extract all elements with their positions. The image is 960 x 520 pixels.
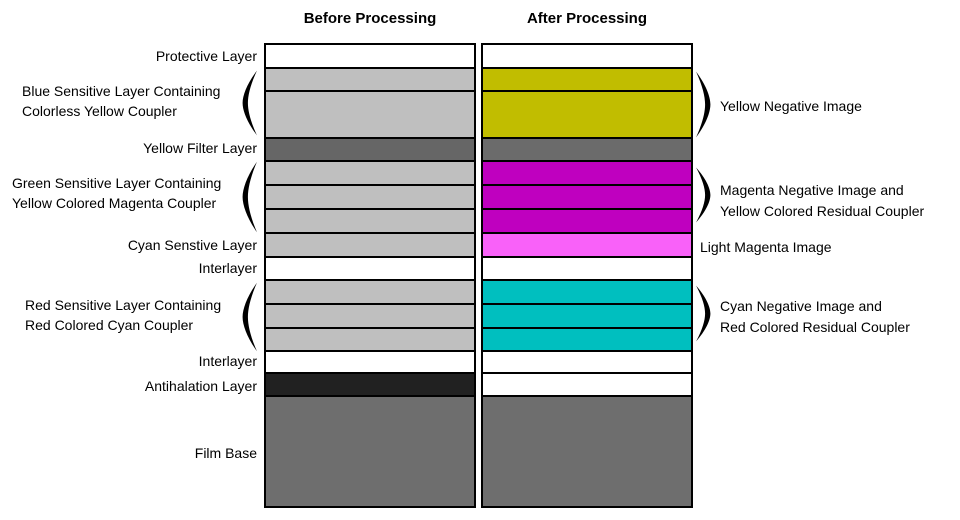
- layer-red-sensitive-b-before: [266, 303, 474, 327]
- layer-antihalation-after: [483, 372, 691, 395]
- layer-green-sensitive-c-before: [266, 208, 474, 232]
- layer-interlayer-2-after: [483, 350, 691, 372]
- before-column: [264, 43, 476, 508]
- annotation-cyan-negative-image: Cyan Negative Image and Red Colored Resi…: [720, 296, 910, 338]
- right-brace-cyan-icon: [695, 285, 712, 342]
- label-blue-sensitive-line1: Blue Sensitive Layer Containing: [22, 83, 221, 99]
- annotation-cyan-line2: Red Colored Residual Coupler: [720, 319, 910, 335]
- layer-cyan-sensitive-after: [483, 232, 691, 256]
- before-column-header: Before Processing: [303, 10, 437, 27]
- layer-green-sensitive-a-after: [483, 160, 691, 184]
- after-column-header: After Processing: [526, 10, 648, 27]
- annotation-magenta-line2: Yellow Colored Residual Coupler: [720, 203, 925, 219]
- layer-red-sensitive-a-after: [483, 279, 691, 303]
- layer-blue-sensitive-b-after: [483, 90, 691, 137]
- label-blue-sensitive-layer: Blue Sensitive Layer Containing Colorles…: [22, 81, 220, 121]
- label-protective-layer: Protective Layer: [155, 48, 257, 64]
- layer-cyan-sensitive-before: [266, 232, 474, 256]
- label-cyan-sensitive-layer: Cyan Senstive Layer: [127, 237, 257, 253]
- layer-green-sensitive-a-before: [266, 160, 474, 184]
- label-green-sensitive-line2: Yellow Colored Magenta Coupler: [12, 195, 217, 211]
- annotation-magenta-negative-image: Magenta Negative Image and Yellow Colore…: [720, 180, 924, 222]
- layer-red-sensitive-a-before: [266, 279, 474, 303]
- annotation-cyan-line1: Cyan Negative Image and: [720, 298, 882, 314]
- label-green-sensitive-layer: Green Sensitive Layer Containing Yellow …: [12, 173, 221, 213]
- layer-green-sensitive-b-before: [266, 184, 474, 208]
- left-brace-green-icon: [241, 161, 258, 233]
- left-brace-red-icon: [241, 282, 258, 352]
- layer-blue-sensitive-a-after: [483, 67, 691, 90]
- right-brace-yellow-icon: [695, 71, 712, 138]
- label-yellow-filter-layer: Yellow Filter Layer: [143, 140, 257, 156]
- layer-yellow-filter-after: [483, 137, 691, 160]
- label-red-sensitive-line1: Red Sensitive Layer Containing: [25, 297, 222, 313]
- layer-antihalation-before: [266, 372, 474, 395]
- layer-green-sensitive-b-after: [483, 184, 691, 208]
- layer-film-base-after: [483, 395, 691, 506]
- layer-interlayer-2-before: [266, 350, 474, 372]
- layer-yellow-filter-before: [266, 137, 474, 160]
- label-blue-sensitive-line2: Colorless Yellow Coupler: [22, 103, 177, 119]
- layer-film-base-before: [266, 395, 474, 506]
- layer-green-sensitive-c-after: [483, 208, 691, 232]
- label-film-base: Film Base: [194, 445, 257, 461]
- right-brace-magenta-icon: [695, 167, 712, 223]
- label-interlayer-1: Interlayer: [198, 260, 257, 276]
- label-antihalation-layer: Antihalation Layer: [144, 378, 257, 394]
- annotation-yellow-negative-image: Yellow Negative Image: [720, 98, 862, 114]
- layer-interlayer-1-after: [483, 256, 691, 279]
- annotation-magenta-line1: Magenta Negative Image and: [720, 182, 904, 198]
- label-red-sensitive-line2: Red Colored Cyan Coupler: [25, 317, 194, 333]
- layer-protective-before: [266, 45, 474, 67]
- label-red-sensitive-layer: Red Sensitive Layer Containing Red Color…: [25, 295, 221, 335]
- layer-protective-after: [483, 45, 691, 67]
- layer-interlayer-1-before: [266, 256, 474, 279]
- after-column: [481, 43, 693, 508]
- label-green-sensitive-line1: Green Sensitive Layer Containing: [12, 175, 222, 191]
- layer-red-sensitive-b-after: [483, 303, 691, 327]
- layer-red-sensitive-c-before: [266, 327, 474, 350]
- label-interlayer-2: Interlayer: [198, 353, 257, 369]
- layer-blue-sensitive-b-before: [266, 90, 474, 137]
- annotation-light-magenta-image: Light Magenta Image: [700, 239, 832, 255]
- layer-blue-sensitive-a-before: [266, 67, 474, 90]
- layer-red-sensitive-c-after: [483, 327, 691, 350]
- left-brace-blue-icon: [241, 70, 258, 136]
